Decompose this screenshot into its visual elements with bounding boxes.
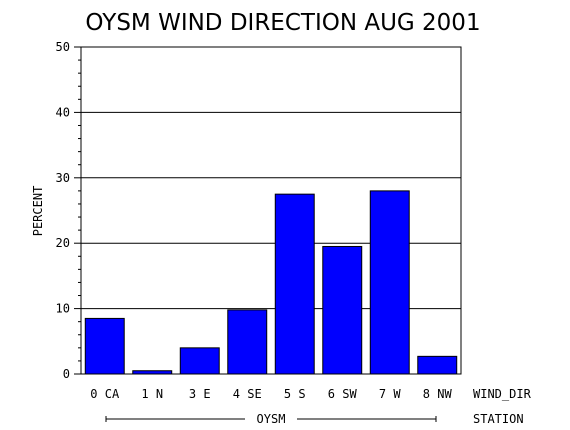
y-tick-label: 30 xyxy=(56,171,70,185)
y-tick-label: 20 xyxy=(56,236,70,250)
x-tick-label: 5 S xyxy=(284,387,306,401)
x-tick-label: 8 NW xyxy=(423,387,453,401)
plot-frame xyxy=(80,46,462,375)
group-label: OYSM xyxy=(257,412,286,426)
y-tick-label: 50 xyxy=(56,40,70,54)
x-tick-label: 4 SE xyxy=(233,387,262,401)
bar-0-ca xyxy=(84,317,125,375)
bar-5-s xyxy=(274,193,315,375)
chart-title: OYSM WIND DIRECTION AUG 2001 xyxy=(85,10,480,36)
bar-8-nw xyxy=(417,355,458,375)
bar-6-sw xyxy=(322,245,363,375)
bar-4-se xyxy=(227,309,268,375)
x-tick-label: 3 E xyxy=(189,387,211,401)
y-tick-label: 0 xyxy=(63,367,70,381)
bars xyxy=(84,190,458,375)
y-tick-label: 40 xyxy=(56,105,70,119)
y-axis-label: PERCENT xyxy=(31,186,45,237)
y-axis-ticks: 0 10 20 30 40 50 xyxy=(56,40,81,381)
x-tick-label: 1 N xyxy=(141,387,163,401)
x-axis-labels: 0 CA 1 N 3 E 4 SE 5 S 6 SW 7 W 8 NW xyxy=(90,387,452,401)
x-axis-name: WIND_DIR xyxy=(473,387,532,401)
y-tick-label: 10 xyxy=(56,302,70,316)
x-tick-label: 7 W xyxy=(379,387,401,401)
bar-7-w xyxy=(369,190,410,375)
group-axis-name: STATION xyxy=(473,412,524,426)
bar-3-e xyxy=(179,347,220,375)
x-tick-label: 0 CA xyxy=(90,387,120,401)
x-tick-label: 6 SW xyxy=(328,387,358,401)
